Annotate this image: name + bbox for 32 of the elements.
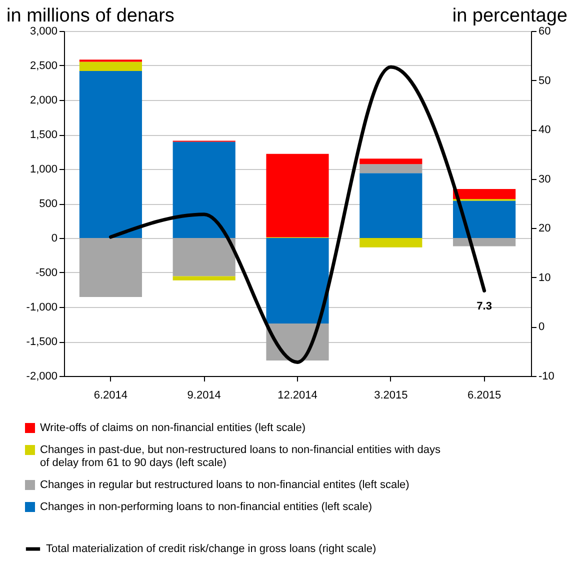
- y-axis-title: in millions of denars: [6, 6, 174, 26]
- x-tick-label: 3.2015: [374, 390, 408, 402]
- x-tick-label: 9.2014: [187, 390, 221, 402]
- y-tick-label: 1,500: [30, 129, 58, 141]
- y-tick-label: 2,500: [30, 60, 58, 72]
- y-tick-label: -1,000: [26, 302, 58, 314]
- legend-label: Write-offs of claims on non-financial entities (left scale): [40, 422, 306, 434]
- y-tick-label: 3,000: [30, 26, 58, 38]
- y-tick-label: -1,500: [26, 336, 58, 348]
- x-tick-label: 6.2015: [467, 390, 502, 402]
- y-tick-label: 500: [39, 198, 58, 210]
- y-tick-label: -500: [35, 267, 58, 279]
- y2-tick-label: 40: [538, 124, 551, 136]
- y-tick-label: 0: [51, 232, 58, 244]
- y2-tick-label: 20: [538, 222, 551, 235]
- y-tick-label: 1,000: [30, 164, 58, 176]
- legend-label: Total materialization of credit risk/change in gross loans (right scale): [46, 543, 376, 555]
- y-tick-label: 2,000: [30, 94, 58, 106]
- x-tick-label: 6.2014: [94, 390, 128, 402]
- y2-tick-label: 0: [538, 321, 545, 334]
- x-tick-label: 12.2014: [278, 390, 318, 402]
- legend-label: Changes in non-performing loans to non-financial entities (left scale): [40, 501, 372, 513]
- y2-tick-label: 60: [538, 26, 551, 38]
- y2-tick-label: 10: [538, 272, 551, 284]
- y2-axis-title: in percentage: [452, 6, 568, 26]
- y2-tick-label: -10: [538, 370, 554, 382]
- legend-label: Changes in regular but restructured loans to non-financial entites (left scale): [40, 479, 410, 491]
- data-label: 7.3: [476, 300, 492, 313]
- y2-tick-label: 30: [538, 173, 551, 186]
- y-tick-label: -2,000: [26, 370, 58, 382]
- y2-tick-label: 50: [538, 74, 551, 87]
- legend-label: Changes in past-due, but non-restructured loans to non-financial entities with days of delay from 61 to 90 days (left scale): [40, 444, 442, 469]
